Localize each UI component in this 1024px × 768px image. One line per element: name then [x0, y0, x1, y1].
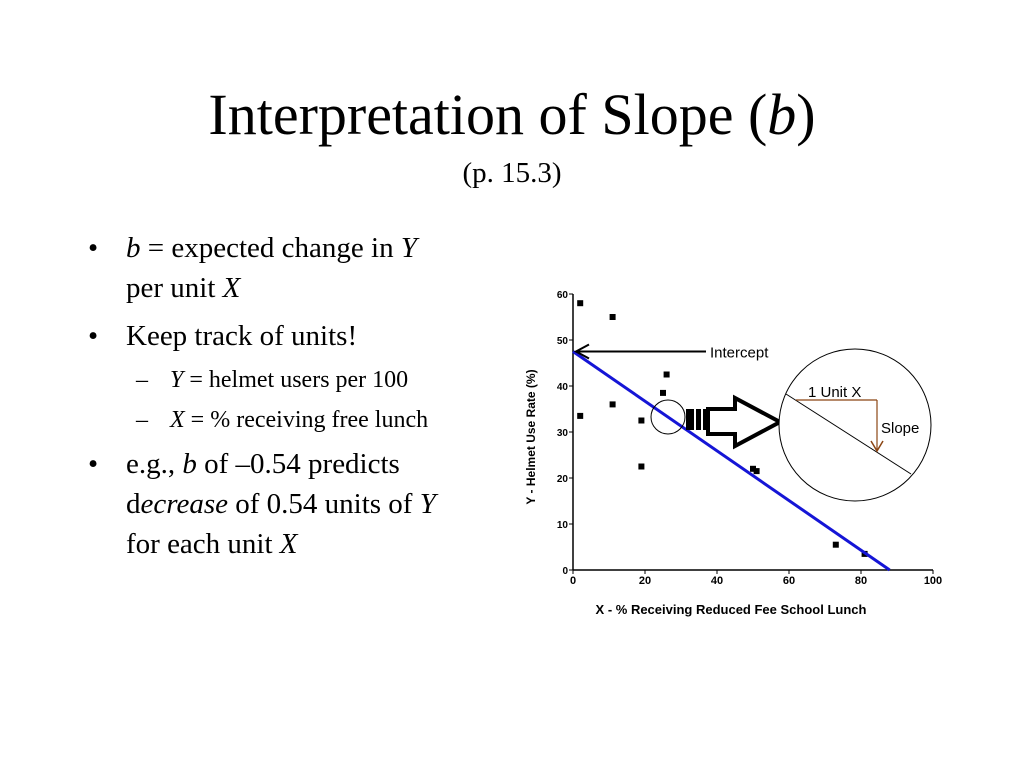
bullet-marker: •	[88, 320, 99, 352]
y-tick-label: 0	[562, 566, 568, 577]
bullet-text: Keep track of units!	[126, 320, 358, 352]
bullet-text: d	[126, 488, 141, 520]
data-point	[750, 465, 756, 472]
var-x: X	[279, 528, 298, 560]
y-tick-label: 50	[557, 336, 569, 347]
bullet-list: • b = expected change in Y per unit X • …	[88, 228, 528, 572]
bullet-marker: •	[88, 232, 99, 264]
var-y: Y	[170, 367, 184, 393]
unit-x-label: 1 Unit X	[808, 384, 861, 401]
x-tick-label: 0	[570, 575, 576, 587]
slide-title: Interpretation of Slope (b)	[0, 80, 1024, 150]
data-point	[638, 417, 645, 424]
bullet-text: of 0.54 units of	[227, 488, 420, 520]
x-tick-label: 80	[855, 575, 867, 587]
x-tick-label: 20	[639, 575, 651, 587]
data-point	[577, 300, 584, 307]
data-point	[609, 314, 616, 320]
var-b: b	[182, 448, 197, 480]
data-point	[577, 412, 584, 419]
bullet-marker: •	[88, 448, 99, 480]
bullet-text: for each unit	[126, 528, 280, 560]
var-x: X	[170, 407, 185, 433]
title-close: )	[796, 82, 816, 147]
x-tick-label: 100	[924, 575, 942, 587]
data-point	[832, 541, 839, 548]
bullet-text: per unit	[126, 272, 223, 304]
y-tick-label: 60	[557, 290, 569, 301]
intercept-label: Intercept	[710, 345, 769, 362]
sub-bullet-marker: –	[136, 407, 148, 433]
var-x: X	[222, 272, 241, 304]
bullet-text: of –0.54 predicts	[196, 448, 400, 480]
data-point	[663, 371, 670, 378]
chart-annotations: Intercept 1 Unit X Slope	[573, 343, 932, 502]
arrow-stripe	[696, 409, 701, 430]
data-point	[660, 389, 666, 396]
sub-bullet-marker: –	[136, 367, 148, 393]
emphasis-text: ecrease	[140, 488, 228, 520]
slope-arrowhead	[870, 440, 884, 453]
regression-line	[572, 350, 891, 572]
x-tick-label: 40	[711, 575, 723, 587]
intercept-arrowhead	[573, 343, 590, 360]
bullet-example: • e.g., b of –0.54 predicts decrease of …	[88, 444, 528, 564]
sub-bullet-y-units: – Y = helmet users per 100	[88, 364, 528, 396]
chart-ticks: 0 20 40 60 80 100 0 10 20 30 40 50 60	[557, 290, 942, 587]
var-y: Y	[400, 232, 417, 264]
zoom-regression-line	[785, 393, 912, 475]
zoom-source-circle	[650, 399, 686, 435]
arrow-stripe	[703, 409, 706, 430]
y-tick-label: 30	[557, 428, 569, 439]
y-tick-label: 40	[557, 382, 569, 393]
y-axis-label: Y - Helmet Use Rate (%)	[524, 369, 538, 504]
bullet-text: e.g.,	[126, 448, 183, 480]
x-tick-label: 60	[783, 575, 795, 587]
sub-bullet-text: = helmet users per 100	[183, 367, 409, 393]
arrow-head	[706, 394, 785, 450]
bullet-units: • Keep track of units!	[88, 316, 528, 356]
bullet-text: = expected change in	[140, 232, 401, 264]
var-y: Y	[419, 488, 436, 520]
var-b: b	[126, 232, 141, 264]
slope-label: Slope	[881, 420, 919, 437]
sub-bullet-text: = % receiving free lunch	[184, 407, 429, 433]
title-variable: b	[767, 82, 797, 147]
title-text: Interpretation of Slope (	[208, 82, 768, 147]
y-tick-label: 20	[557, 474, 569, 485]
y-tick-label: 10	[557, 520, 569, 531]
arrow-stripe	[686, 409, 694, 430]
data-point	[753, 468, 760, 475]
x-axis-label: X - % Receiving Reduced Fee School Lunch	[596, 602, 867, 617]
data-point	[638, 463, 645, 470]
zoom-arrow	[686, 394, 785, 450]
data-point	[609, 401, 616, 408]
sub-bullet-x-units: – X = % receiving free lunch	[88, 404, 528, 436]
slide-subtitle: (p. 15.3)	[462, 157, 562, 189]
bullet-slope-definition: • b = expected change in Y per unit X	[88, 228, 528, 308]
